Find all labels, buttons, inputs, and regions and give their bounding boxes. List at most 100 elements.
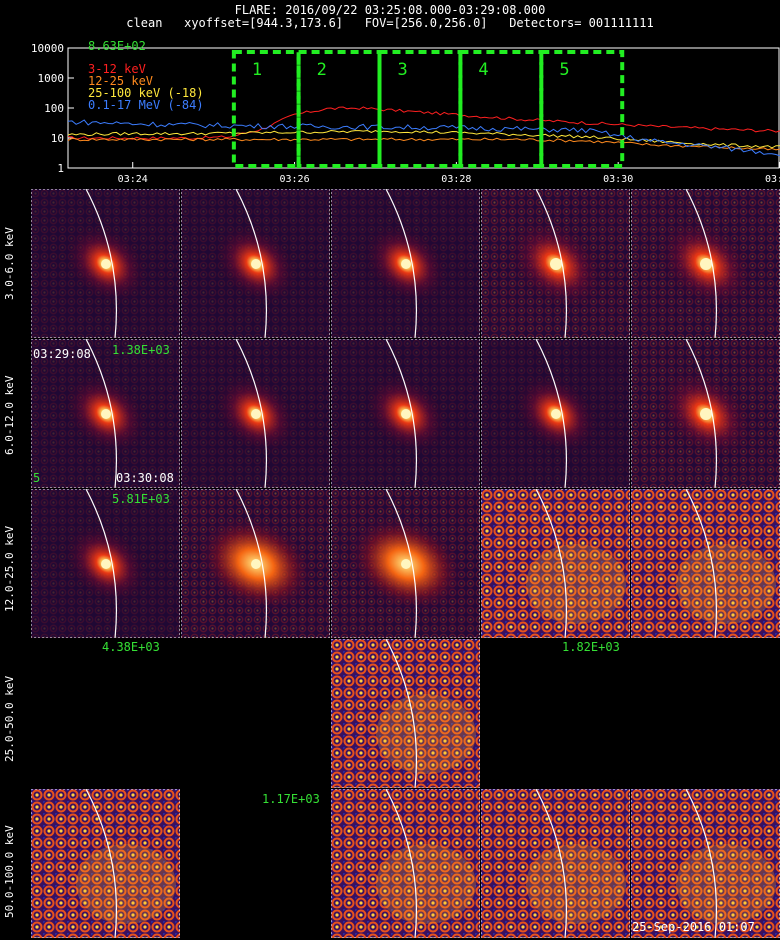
y-tick-label: 100 [44,102,64,115]
source-core [101,559,111,569]
x-tick-label: 03:32 [765,174,780,185]
image-tile-r3-c4 [481,489,630,638]
y-tick-label: 1000 [38,72,65,85]
tile-image [331,489,480,638]
tile-image [481,189,630,338]
image-tile-r5-c1 [31,789,180,938]
scale-label-row3: 5.81E+03 [112,492,170,506]
solar-limb-line [685,339,717,488]
scale-label-row5: 1.17E+03 [262,792,320,806]
tile-image [631,189,780,338]
solar-limb-line [685,789,717,938]
interval-box-5 [539,50,625,168]
solar-limb-line [385,639,417,788]
source-core [101,409,111,419]
image-tile-r2-c5 [631,339,780,488]
y-tick-label: 10000 [31,42,64,55]
y-tick-label: 10 [51,132,64,145]
solar-limb-line [85,789,117,938]
x-tick-label: 03:30 [603,174,633,185]
legend-entry-4: 0.1-17 MeV (-84) [88,98,204,112]
row-label-1: 3.0-6.0 keV [3,227,16,300]
source-core [401,259,411,269]
image-tile-r1-c3 [331,189,480,338]
series-line-4 [67,119,780,157]
series-line-2 [67,137,780,151]
source-core [700,408,712,420]
noise-texture [31,789,180,938]
solar-limb-line [535,339,567,488]
lightcurve-chart: 10000 1000 100 10 1 03:24 03:26 03:28 03:30 03:32… [31,39,780,185]
row-label-2: 6.0-12.0 keV [3,375,16,455]
x-tick-label: 03:26 [279,174,309,185]
noise-hotspot [676,544,776,624]
solar-limb-line [385,339,417,488]
source-core [550,258,562,270]
tile-image [331,189,480,338]
source-core [251,559,261,569]
tile-image [181,489,330,638]
noise-texture [481,489,630,638]
solar-limb-line [235,189,267,338]
source-core [700,258,712,270]
solar-limb-line [85,339,117,488]
tile-image [31,189,180,338]
source-core [101,259,111,269]
image-tile-r5-c3 [331,789,480,938]
scale-label-row2: 1.38E+03 [112,343,170,357]
tile-image [331,339,480,488]
footer-timestamp: 25-Sep-2016 01:07 [632,920,755,934]
tile-image [331,789,480,938]
tile-image [331,639,480,788]
source-core [551,409,561,419]
image-tile-r5-c4 [481,789,630,938]
interval-box-1 [231,50,301,168]
image-tile-r2-c1 [31,339,180,488]
solar-limb-line [685,489,717,638]
source-core [401,559,411,569]
solar-limb-line [685,189,717,338]
legend-entry-1: 3-12 keV [88,62,146,76]
image-tile-r1-c1 [31,189,180,338]
noise-hotspot [76,844,176,924]
solar-limb-line [535,789,567,938]
row-label-3: 12.0-25.0 keV [3,525,16,612]
solar-limb-line [85,489,117,638]
tile-image [181,189,330,338]
noise-texture [331,639,480,788]
x-tick-label: 03:24 [118,174,148,185]
scale-label-row4a: 4.38E+03 [102,640,160,654]
title-line-2: clean xyoffset=[944.3,173.6] FOV=[256.0,… [126,16,654,30]
noise-hotspot [526,844,626,924]
image-tile-r3-c1 [31,489,180,638]
image-tile-r2-c4 [481,339,630,488]
noise-hotspot [376,694,476,774]
x-tick-label: 03:28 [441,174,471,185]
title-line-1: FLARE: 2016/09/22 03:25:08.000-03:29:08.… [234,3,546,17]
tile-time-end: 03:30:08 [116,471,174,485]
solar-limb-line [235,339,267,488]
noise-hotspot [376,844,476,924]
tile-time-start: 03:29:08 [33,347,91,361]
noise-texture [631,489,780,638]
tile-image [31,339,180,488]
tile-image [181,339,330,488]
solar-limb-line [535,489,567,638]
interval-label-4: 4 [478,60,488,80]
tile-index-label: 5 [33,471,41,485]
series-line-3 [67,129,780,149]
image-tile-r2-c2 [181,339,330,488]
noise-hotspot [676,844,776,924]
solar-limb-line [385,189,417,338]
image-tile-r5-c5 [631,789,780,938]
solar-limb-line [385,789,417,938]
y-tick-label: 1 [57,162,64,175]
source-core [251,259,261,269]
tile-image [31,789,180,938]
noise-texture [481,789,630,938]
image-tile-r1-c5 [631,189,780,338]
tile-image [631,339,780,488]
scale-label-row4b: 1.82E+03 [562,640,620,654]
tile-image [481,489,630,638]
image-tile-r4-c3 [331,639,480,788]
